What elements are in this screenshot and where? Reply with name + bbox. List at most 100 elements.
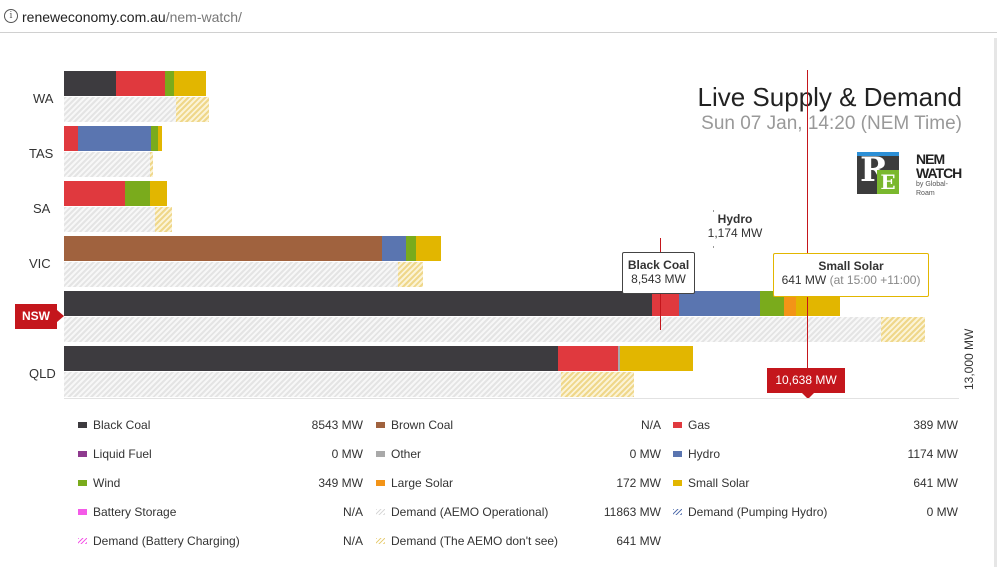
legend-label: Large Solar xyxy=(391,476,454,490)
legend-value: 389 MW xyxy=(913,418,958,432)
legend-swatch xyxy=(673,509,682,515)
supply-bar-qld-small-solar[interactable] xyxy=(619,346,693,371)
total-demand-tag: 10,638 MW xyxy=(767,368,845,399)
legend-swatch xyxy=(376,538,385,544)
selected-region-tag[interactable]: NSW xyxy=(15,304,64,329)
chart-title: Live Supply & Demand xyxy=(697,82,962,112)
legend-swatch xyxy=(376,480,385,486)
region-label-tas[interactable]: TAS xyxy=(29,146,54,161)
region-label-qld[interactable]: QLD xyxy=(29,366,56,381)
legend-value: N/A xyxy=(342,505,363,519)
legend-label: Demand (AEMO Operational) xyxy=(391,505,549,519)
demand-cursor-line[interactable] xyxy=(807,70,808,392)
region-label-sa[interactable]: SA xyxy=(33,201,51,216)
supply-bar-nsw-large-solar[interactable] xyxy=(783,291,796,316)
supply-bar-wa-wind[interactable] xyxy=(164,71,175,96)
hidden-demand-bar-qld[interactable] xyxy=(561,372,635,397)
supply-bar-tas-gas[interactable] xyxy=(64,126,79,151)
axis-max-label: 13,000 MW xyxy=(962,328,976,390)
legend-item[interactable]: Other 0 MW xyxy=(376,447,661,463)
legend-value: 349 MW xyxy=(318,476,363,490)
legend-label: Demand (Pumping Hydro) xyxy=(688,505,828,519)
legend-value: 1174 MW xyxy=(907,447,958,461)
legend-swatch xyxy=(376,422,385,428)
supply-bar-vic-wind[interactable] xyxy=(406,236,416,261)
hidden-demand-bar-wa[interactable] xyxy=(176,97,209,122)
legend-swatch xyxy=(78,480,87,486)
legend-label: Battery Storage xyxy=(93,505,177,519)
legend-value: N/A xyxy=(342,534,363,548)
supply-bar-nsw-black-coal[interactable] xyxy=(64,291,653,316)
supply-bar-tas-hydro[interactable] xyxy=(78,126,152,151)
address-bar[interactable]: i reneweconomy.com.au/nem-watch/ xyxy=(0,0,997,33)
supply-bar-wa-gas[interactable] xyxy=(116,71,165,96)
legend-swatch xyxy=(673,451,682,457)
legend-value: 0 MW xyxy=(926,505,958,519)
reneweconomy-logo[interactable]: R E xyxy=(857,150,899,194)
legend-item[interactable]: Gas 389 MW xyxy=(673,418,958,434)
demand-bar-sa[interactable] xyxy=(64,207,155,232)
legend-item[interactable]: Large Solar 172 MW xyxy=(376,476,661,492)
legend-swatch xyxy=(673,422,682,428)
supply-bar-nsw-hydro[interactable] xyxy=(678,291,760,316)
legend-item[interactable]: Liquid Fuel 0 MW xyxy=(78,447,363,463)
supply-bar-tas-wind[interactable] xyxy=(151,126,159,151)
legend-value: 0 MW xyxy=(331,447,363,461)
legend-value: 641 MW xyxy=(913,476,958,490)
legend-item[interactable]: Demand (The AEMO don't see) 641 MW xyxy=(376,534,661,550)
supply-bar-vic-small-solar[interactable] xyxy=(415,236,442,261)
supply-bar-wa-small-solar[interactable] xyxy=(174,71,207,96)
legend-value: N/A xyxy=(640,418,661,432)
region-label-vic[interactable]: VIC xyxy=(29,256,51,271)
region-label-wa[interactable]: WA xyxy=(33,91,54,106)
url-text[interactable]: reneweconomy.com.au/nem-watch/ xyxy=(22,9,242,25)
demand-bar-wa[interactable] xyxy=(64,97,177,122)
supply-bar-sa-wind[interactable] xyxy=(124,181,151,206)
legend-label: Hydro xyxy=(688,447,721,461)
legend-label: Other xyxy=(391,447,422,461)
legend-swatch xyxy=(376,509,385,515)
supply-bar-nsw-gas[interactable] xyxy=(652,291,679,316)
legend-item[interactable]: Black Coal 8543 MW xyxy=(78,418,363,434)
legend-swatch xyxy=(78,422,87,428)
legend-value: 11863 MW xyxy=(603,505,661,519)
x-axis-line xyxy=(64,398,959,399)
hidden-demand-bar-tas[interactable] xyxy=(150,152,154,177)
legend-item[interactable]: Battery Storage N/A xyxy=(78,505,363,521)
legend-item[interactable]: Wind 349 MW xyxy=(78,476,363,492)
demand-bar-vic[interactable] xyxy=(64,262,398,287)
legend-item[interactable]: Demand (AEMO Operational) 11863 MW xyxy=(376,505,661,521)
black-coal-tooltip: Black Coal 8,543 MW xyxy=(622,252,695,294)
hidden-demand-bar-vic[interactable] xyxy=(397,262,424,287)
demand-bar-qld[interactable] xyxy=(64,372,562,397)
legend-label: Small Solar xyxy=(688,476,750,490)
demand-bar-nsw[interactable] xyxy=(64,317,881,342)
legend-item[interactable]: Demand (Battery Charging) N/A xyxy=(78,534,363,550)
legend-label: Wind xyxy=(93,476,121,490)
supply-bar-qld-other[interactable] xyxy=(617,346,620,371)
legend-item[interactable]: Small Solar 641 MW xyxy=(673,476,958,492)
hidden-demand-bar-nsw[interactable] xyxy=(880,317,925,342)
supply-bar-tas-small-solar[interactable] xyxy=(158,126,162,151)
legend-value: 641 MW xyxy=(616,534,661,548)
legend-item[interactable]: Brown Coal N/A xyxy=(376,418,661,434)
legend-label: Brown Coal xyxy=(391,418,454,432)
legend-item[interactable]: Hydro 1174 MW xyxy=(673,447,958,463)
supply-bar-sa-gas[interactable] xyxy=(64,181,125,206)
legend-label: Demand (Battery Charging) xyxy=(93,534,240,548)
supply-bar-wa-black-coal[interactable] xyxy=(64,71,117,96)
scrollbar[interactable] xyxy=(994,38,997,567)
demand-bar-tas[interactable] xyxy=(64,152,151,177)
chart-subtitle: Sun 07 Jan, 14:20 (NEM Time) xyxy=(701,113,962,134)
supply-bar-sa-small-solar[interactable] xyxy=(150,181,168,206)
legend-swatch xyxy=(78,509,87,515)
hidden-demand-bar-sa[interactable] xyxy=(154,207,173,232)
legend-item[interactable]: Demand (Pumping Hydro) 0 MW xyxy=(673,505,958,521)
legend-label: Demand (The AEMO don't see) xyxy=(391,534,559,548)
info-icon[interactable]: i xyxy=(4,9,18,23)
supply-bar-vic-brown-coal[interactable] xyxy=(64,236,383,261)
supply-bar-vic-hydro[interactable] xyxy=(382,236,407,261)
supply-bar-qld-gas[interactable] xyxy=(557,346,618,371)
supply-bar-qld-black-coal[interactable] xyxy=(64,346,558,371)
nem-watch-logo[interactable]: NEM WATCH by Global-Roam xyxy=(916,151,962,197)
